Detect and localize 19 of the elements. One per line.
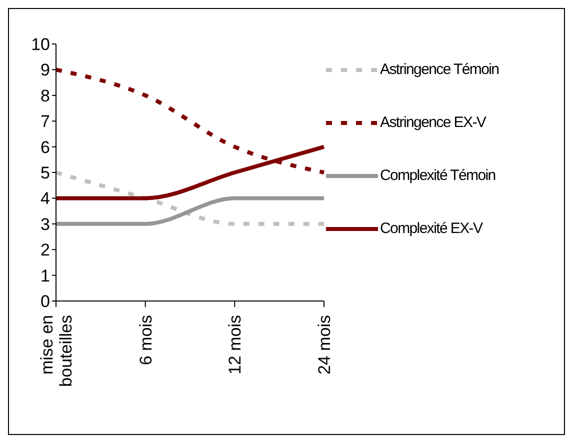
y-tick-label: 3 <box>40 214 50 234</box>
legend-label: Astringence EX-V <box>380 114 486 131</box>
y-tick-label: 8 <box>40 86 50 106</box>
y-tick-label: 7 <box>40 112 50 132</box>
y-tick-label: 4 <box>40 189 50 208</box>
x-tick-label: mise en bouteilles <box>38 315 76 387</box>
y-tick-label: 9 <box>40 60 50 80</box>
x-tick-label: 24 mois <box>315 315 334 375</box>
legend-label: Astringence Témoin <box>380 61 499 78</box>
y-tick-label: 2 <box>40 240 50 260</box>
y-tick-label: 10 <box>31 35 50 54</box>
x-tick-label: 6 mois <box>136 315 156 366</box>
y-tick-label: 1 <box>40 266 50 286</box>
x-tick-label: 12 mois <box>226 315 245 375</box>
y-tick-label: 5 <box>40 164 50 183</box>
y-tick-label: 6 <box>40 138 50 157</box>
y-tick-label: 0 <box>40 292 50 312</box>
legend-label: Complexité Témoin <box>380 167 496 184</box>
legend-label: Complexité EX-V <box>380 220 482 237</box>
